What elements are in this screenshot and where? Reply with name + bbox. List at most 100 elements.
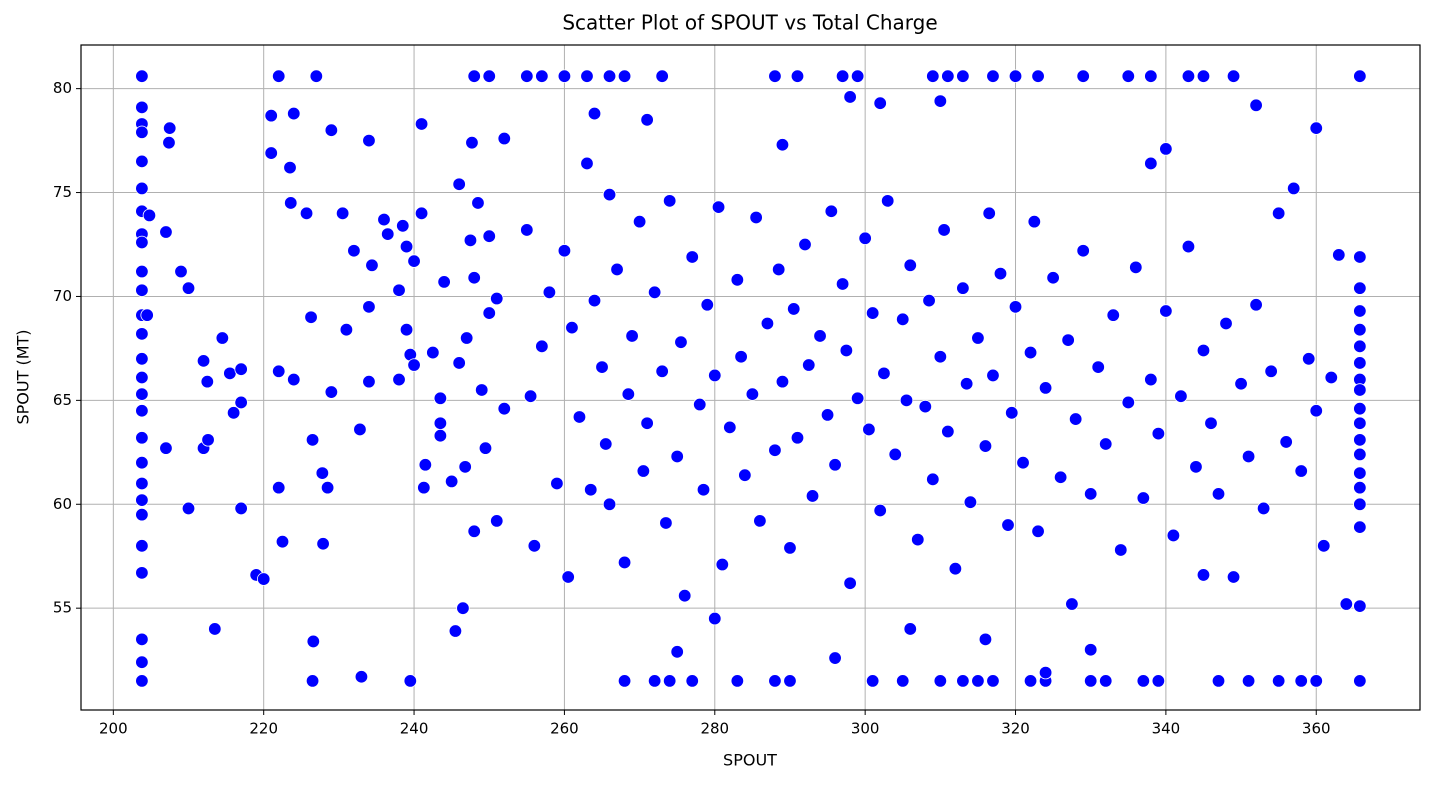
point xyxy=(1084,487,1098,501)
point xyxy=(1324,370,1338,385)
point xyxy=(482,229,496,243)
point xyxy=(1023,345,1038,360)
point xyxy=(377,212,391,227)
point xyxy=(1309,404,1323,418)
point xyxy=(820,408,835,422)
point xyxy=(1271,674,1286,688)
y-tick-label: 55 xyxy=(53,599,72,617)
x-tick-label: 220 xyxy=(249,720,278,738)
point xyxy=(1353,466,1367,480)
point xyxy=(444,474,459,489)
point xyxy=(1023,674,1038,688)
point xyxy=(1181,69,1196,83)
point xyxy=(471,196,485,210)
point xyxy=(347,244,361,258)
point xyxy=(1121,395,1135,410)
point xyxy=(399,323,414,337)
point xyxy=(1249,298,1263,312)
point xyxy=(309,69,324,83)
point xyxy=(1271,206,1286,221)
point xyxy=(813,329,827,343)
point xyxy=(550,476,564,491)
point xyxy=(456,601,470,615)
point xyxy=(135,566,149,580)
point xyxy=(824,204,839,218)
point xyxy=(640,416,654,430)
point xyxy=(1279,435,1293,449)
point xyxy=(135,181,149,196)
point xyxy=(610,262,624,277)
point xyxy=(201,433,215,447)
y-tick-label: 75 xyxy=(53,183,72,201)
point xyxy=(396,219,410,233)
point xyxy=(272,480,286,495)
point xyxy=(467,271,481,285)
point xyxy=(135,264,149,279)
point xyxy=(1234,377,1248,391)
point xyxy=(458,460,472,474)
point xyxy=(215,331,230,345)
point xyxy=(354,670,369,684)
point xyxy=(287,106,301,121)
point xyxy=(617,555,632,570)
point xyxy=(433,428,448,443)
point xyxy=(535,339,549,354)
point xyxy=(407,358,421,372)
grid xyxy=(81,45,1420,710)
point xyxy=(1099,674,1113,688)
point xyxy=(715,557,730,572)
point xyxy=(223,366,237,381)
point xyxy=(768,674,782,688)
point xyxy=(520,69,534,83)
point xyxy=(1196,568,1211,582)
point xyxy=(723,420,737,435)
point xyxy=(1031,524,1045,538)
point xyxy=(674,335,688,349)
y-tick-label: 70 xyxy=(53,287,72,305)
point xyxy=(565,320,579,335)
point xyxy=(1256,501,1271,516)
point xyxy=(1144,69,1158,83)
point xyxy=(1151,426,1166,441)
ticks: 200 220 240 260 280 300 320 340 360 55 60 65 70 75 80 xyxy=(53,79,1331,737)
point xyxy=(561,570,575,584)
point xyxy=(933,94,948,108)
point xyxy=(587,293,602,308)
point xyxy=(1076,69,1090,83)
point xyxy=(584,483,598,497)
point xyxy=(140,308,154,322)
point xyxy=(617,674,632,688)
point xyxy=(162,135,176,150)
point xyxy=(135,507,149,522)
point xyxy=(1353,433,1367,447)
point xyxy=(941,69,955,83)
point xyxy=(903,258,917,272)
point xyxy=(768,69,782,83)
point xyxy=(362,374,376,389)
point xyxy=(956,69,970,83)
point xyxy=(1353,281,1367,295)
point xyxy=(1226,570,1241,584)
point xyxy=(557,69,572,83)
point xyxy=(828,651,842,665)
point xyxy=(602,187,617,202)
point xyxy=(475,383,489,397)
point xyxy=(1144,156,1158,171)
point xyxy=(843,576,857,590)
point xyxy=(986,368,1000,383)
point xyxy=(1353,304,1367,318)
y-tick-label: 65 xyxy=(53,391,72,409)
point xyxy=(399,239,414,254)
point xyxy=(948,561,963,576)
point xyxy=(1129,260,1143,275)
point xyxy=(835,277,850,291)
point xyxy=(956,281,970,295)
point xyxy=(497,131,511,146)
point xyxy=(1136,674,1151,688)
point xyxy=(284,196,298,210)
point xyxy=(135,431,149,445)
point xyxy=(647,674,662,688)
point xyxy=(272,364,286,378)
point xyxy=(200,374,215,389)
